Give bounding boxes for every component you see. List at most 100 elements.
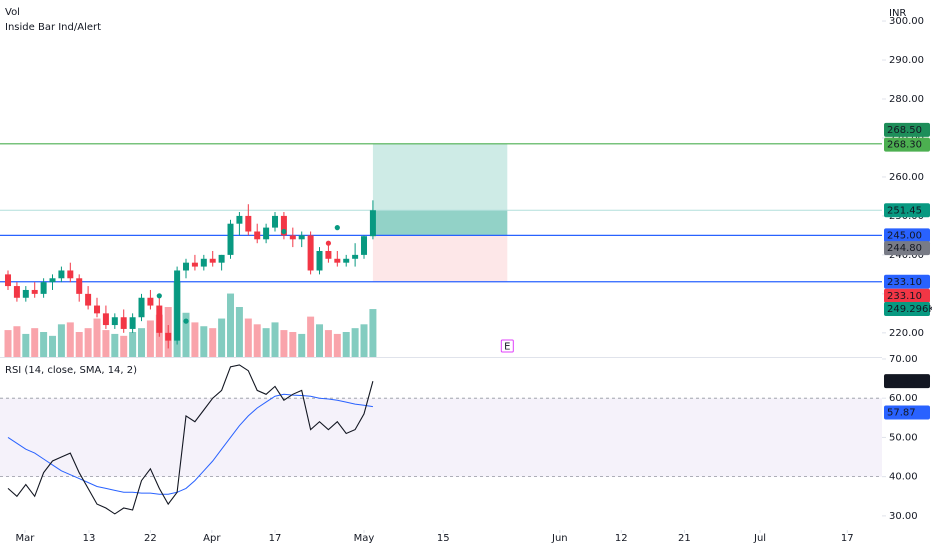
candle-body [76, 278, 83, 294]
rsi-line [7, 364, 374, 515]
volume-bar [235, 307, 243, 357]
candle-body [218, 254, 225, 263]
candle-body [111, 317, 118, 326]
price-tag-label: 233.10 [887, 277, 922, 288]
volume-bar [227, 293, 235, 357]
volume-bar [289, 332, 297, 357]
x-tick-label: 15 [437, 533, 450, 544]
signal-dot [156, 293, 162, 299]
volume-bar [84, 328, 92, 357]
x-tick-label: Jun [551, 533, 568, 544]
signal-dot [281, 228, 287, 235]
candle-body [147, 297, 154, 306]
volume-bar [307, 316, 315, 357]
volume-bar [369, 309, 377, 357]
candle-body [272, 215, 279, 228]
price-tag-label: 57.87 [887, 408, 916, 419]
x-tick-label: 17 [269, 533, 282, 544]
candle-body [254, 231, 261, 240]
candle-body [200, 258, 207, 267]
volume-bar [298, 333, 306, 357]
volume-bar [138, 328, 146, 357]
price-tag [884, 228, 930, 243]
candle-body [85, 293, 92, 306]
x-tick-label: Apr [203, 533, 221, 544]
price-tag-label: 249.296K [887, 304, 932, 315]
candle-body [236, 215, 243, 224]
price-tag-label: 268.50 [887, 125, 922, 136]
candle-body [316, 250, 323, 271]
y-tick-label: 290.00 [889, 55, 924, 66]
volume-bar [75, 332, 83, 357]
volume-bar [324, 330, 332, 357]
candle-body [369, 210, 376, 237]
volume-bar [316, 324, 324, 357]
signal-dot [334, 225, 340, 231]
candle-body [174, 270, 181, 341]
volume-bar [120, 335, 128, 357]
x-tick-label: May [354, 533, 375, 544]
candle-body [289, 235, 296, 240]
volume-bar [66, 322, 74, 357]
volume-bar [209, 328, 217, 357]
candle-body [298, 235, 305, 240]
stop-zone [372, 235, 508, 282]
rsi-title: RSI (14, close, SMA, 14, 2) [5, 365, 137, 376]
candle-body [280, 215, 287, 236]
target-zone [372, 143, 508, 236]
x-tick-label: 17 [841, 533, 854, 544]
price-tag-label: 244.80 [887, 243, 922, 254]
candle-body [94, 305, 101, 314]
price-tag [884, 288, 930, 303]
volume-bar [31, 328, 39, 357]
candle-body [67, 270, 74, 279]
volume-bar [262, 328, 270, 357]
y-tick-label: 70.00 [889, 354, 918, 365]
volume-bar [351, 328, 359, 357]
y-tick-label: 280.00 [889, 94, 924, 105]
volume-bar [93, 318, 101, 357]
price-tag-label: 64.34 [887, 376, 916, 387]
price-tag [884, 203, 930, 218]
price-tag-label: 233.10 [887, 291, 922, 302]
current-zone [372, 210, 508, 236]
x-tick-label: Jul [753, 533, 766, 544]
earnings-icon [500, 339, 514, 353]
x-tick-label: Mar [15, 533, 35, 544]
volume-bar [218, 318, 226, 357]
y-tick-label: 40.00 [889, 472, 918, 483]
candle-body [183, 262, 190, 271]
volume-bar [271, 322, 279, 357]
volume-bar [49, 335, 57, 357]
volume-bar [129, 332, 137, 357]
signal-dot [183, 318, 189, 324]
candle-body [102, 313, 109, 326]
candle-body [325, 250, 332, 259]
candle-body [165, 332, 172, 341]
price-tag [884, 274, 930, 289]
candle-body [40, 282, 47, 294]
y-tick-label: 60.00 [889, 393, 918, 404]
earnings-label: E [504, 342, 510, 353]
volume-bar [13, 326, 21, 357]
candle-body [227, 223, 234, 255]
volume-bar [342, 332, 350, 357]
volume-bar [191, 322, 199, 357]
y-tick-label: 220.00 [889, 328, 924, 339]
candle-body [5, 274, 12, 287]
volume-bar [102, 330, 110, 357]
indicator-legend: Inside Bar Ind/Alert [5, 22, 101, 33]
candle-body [334, 258, 341, 263]
volume-bar [57, 324, 65, 357]
price-tag-label: 251.45 [887, 205, 922, 216]
candle-body [31, 289, 38, 294]
candle-body [129, 317, 136, 329]
price-tag [884, 374, 930, 389]
x-tick-label: 12 [615, 533, 628, 544]
candle-body [58, 270, 65, 279]
candle-body [22, 289, 29, 298]
volume-bar [280, 330, 288, 357]
price-tag-label: 268.30 [887, 140, 922, 151]
candle-body [263, 227, 270, 240]
